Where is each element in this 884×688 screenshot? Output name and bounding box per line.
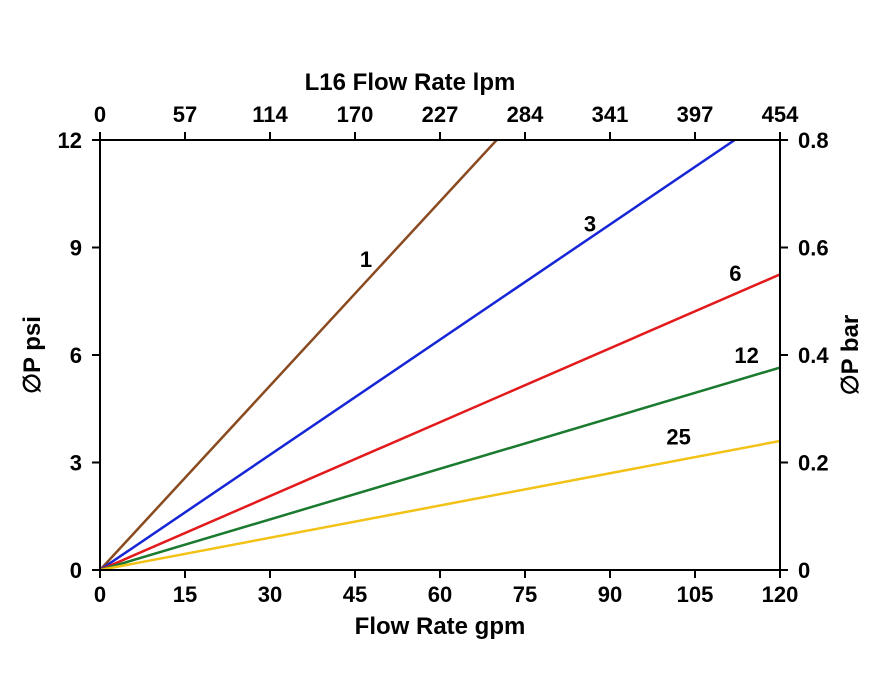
x-bottom-tick-label: 90 (598, 582, 622, 607)
pressure-drop-chart: 0153045607590105120057114170227284341397… (0, 0, 884, 688)
x-top-tick-label: 397 (677, 102, 714, 127)
x-bottom-tick-label: 0 (94, 582, 106, 607)
x-bottom-tick-label: 30 (258, 582, 282, 607)
y-left-tick-label: 3 (70, 451, 82, 476)
y-right-tick-label: 0.8 (798, 128, 829, 153)
x-top-tick-label: 170 (337, 102, 374, 127)
series-label: 6 (729, 261, 741, 286)
series-label: 1 (360, 247, 372, 272)
y-left-tick-label: 12 (58, 128, 82, 153)
series-label: 3 (584, 212, 596, 237)
y-right-tick-label: 0.6 (798, 236, 829, 261)
y-left-tick-label: 0 (70, 558, 82, 583)
series-label: 25 (666, 425, 690, 450)
bottom-axis-title: Flow Rate gpm (355, 613, 526, 640)
x-top-tick-label: 454 (762, 102, 799, 127)
x-bottom-tick-label: 45 (343, 582, 367, 607)
x-top-tick-label: 0 (94, 102, 106, 127)
y-left-tick-label: 6 (70, 343, 82, 368)
x-top-tick-label: 341 (592, 102, 629, 127)
x-bottom-tick-label: 75 (513, 582, 537, 607)
x-top-tick-label: 227 (422, 102, 459, 127)
y-right-tick-label: 0 (798, 558, 810, 583)
chart-svg: 0153045607590105120057114170227284341397… (0, 0, 884, 688)
y-right-tick-label: 0.2 (798, 451, 829, 476)
x-bottom-tick-label: 105 (677, 582, 714, 607)
left-axis-title: ∅P psi (19, 316, 46, 394)
x-top-tick-label: 114 (252, 102, 288, 127)
x-bottom-tick-label: 60 (428, 582, 452, 607)
y-left-tick-label: 9 (70, 236, 82, 261)
y-right-tick-label: 0.4 (798, 343, 829, 368)
x-bottom-tick-label: 120 (762, 582, 799, 607)
x-bottom-tick-label: 15 (173, 582, 197, 607)
right-axis-title: ∅P bar (837, 315, 864, 396)
top-axis-title: L16 Flow Rate lpm (305, 69, 516, 96)
x-top-tick-label: 284 (507, 102, 544, 127)
x-top-tick-label: 57 (173, 102, 197, 127)
series-label: 12 (734, 343, 758, 368)
